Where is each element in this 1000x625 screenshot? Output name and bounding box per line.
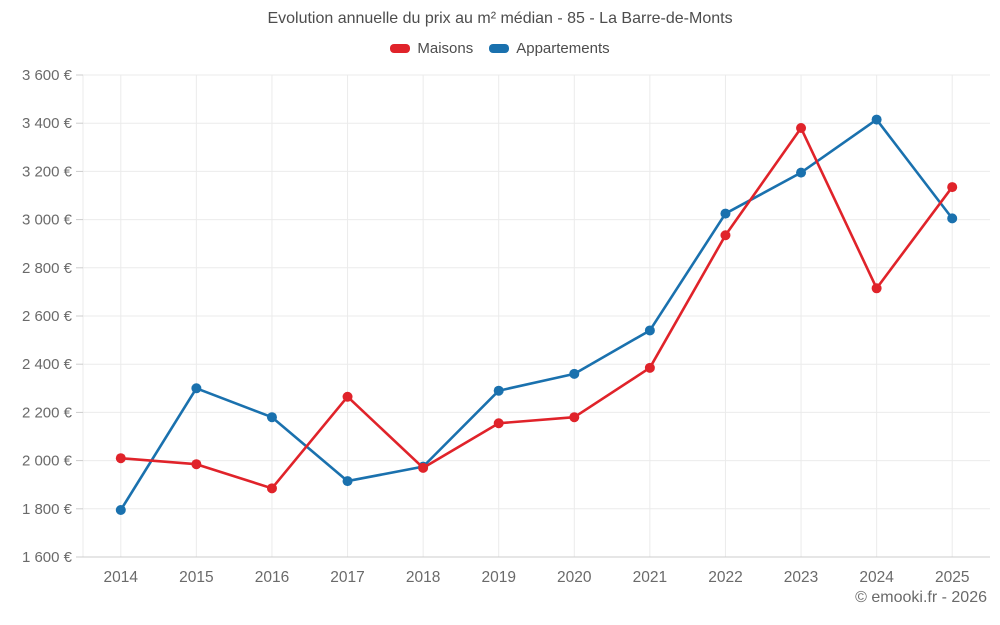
maisons-point-2017[interactable] bbox=[342, 391, 353, 402]
y-axis-label: 2 200 € bbox=[22, 404, 73, 421]
appartements-point-2017[interactable] bbox=[342, 476, 353, 487]
y-axis-label: 2 000 € bbox=[22, 453, 73, 470]
y-axis-label: 1 600 € bbox=[22, 549, 73, 566]
appartements-point-2024[interactable] bbox=[871, 114, 882, 125]
y-axis-label: 3 600 € bbox=[22, 67, 73, 84]
y-axis-label: 2 400 € bbox=[22, 356, 73, 373]
x-axis-label: 2016 bbox=[255, 569, 289, 586]
maisons-point-2015[interactable] bbox=[191, 459, 202, 470]
x-axis-label: 2022 bbox=[708, 569, 742, 586]
appartements-color-swatch-icon bbox=[489, 44, 510, 53]
appartements-point-2019[interactable] bbox=[493, 385, 504, 396]
maisons-color-swatch-icon bbox=[390, 44, 411, 53]
x-axis-label: 2014 bbox=[104, 569, 139, 586]
x-axis-label: 2024 bbox=[859, 569, 894, 586]
chart-title: Evolution annuelle du prix au m² médian … bbox=[267, 10, 733, 27]
x-axis-label: 2015 bbox=[179, 569, 213, 586]
maisons-point-2014[interactable] bbox=[115, 453, 126, 464]
y-axis-label: 3 000 € bbox=[22, 212, 73, 229]
maisons-point-2024[interactable] bbox=[871, 283, 882, 294]
appartements-point-2014[interactable] bbox=[115, 505, 126, 516]
x-axis-label: 2023 bbox=[784, 569, 818, 586]
attribution-text: © emooki.fr - 2026 bbox=[855, 589, 987, 606]
x-axis-label: 2017 bbox=[330, 569, 364, 586]
y-axis-label: 3 200 € bbox=[22, 163, 73, 180]
maisons-point-2018[interactable] bbox=[418, 462, 429, 473]
x-axis-label: 2018 bbox=[406, 569, 440, 586]
x-axis-label: 2025 bbox=[935, 569, 969, 586]
legend-item-maisons[interactable]: Maisons bbox=[390, 40, 473, 57]
series-line-maisons bbox=[120, 126, 954, 490]
maisons-point-2019[interactable] bbox=[493, 418, 504, 429]
legend-label-maisons: Maisons bbox=[417, 40, 474, 57]
appartements-point-2020[interactable] bbox=[569, 368, 580, 379]
maisons-point-2025[interactable] bbox=[947, 182, 958, 193]
x-axis-label: 2021 bbox=[633, 569, 667, 586]
x-axis-label: 2019 bbox=[481, 569, 515, 586]
appartements-point-2022[interactable] bbox=[720, 208, 731, 219]
appartements-point-2023[interactable] bbox=[796, 167, 807, 178]
x-axis-label: 2020 bbox=[557, 569, 592, 586]
y-axis-label: 3 400 € bbox=[22, 115, 73, 132]
y-axis-label: 2 600 € bbox=[22, 308, 73, 325]
maisons-point-2016[interactable] bbox=[266, 483, 277, 494]
appartements-point-2016[interactable] bbox=[266, 412, 277, 423]
y-axis-label: 1 800 € bbox=[22, 501, 73, 518]
legend-item-appartements[interactable]: Appartements bbox=[489, 40, 610, 57]
appartements-point-2015[interactable] bbox=[191, 383, 202, 394]
maisons-point-2020[interactable] bbox=[569, 412, 580, 423]
chart-legend: Maisons Appartements bbox=[0, 40, 1000, 57]
appartements-point-2025[interactable] bbox=[947, 213, 958, 224]
maisons-point-2021[interactable] bbox=[644, 362, 655, 373]
y-axis-label: 2 800 € bbox=[22, 260, 73, 277]
maisons-point-2022[interactable] bbox=[720, 230, 731, 241]
series-line-appartements bbox=[119, 118, 954, 511]
maisons-point-2023[interactable] bbox=[796, 123, 807, 134]
legend-label-appartements: Appartements bbox=[516, 40, 610, 57]
appartements-point-2021[interactable] bbox=[644, 325, 655, 336]
